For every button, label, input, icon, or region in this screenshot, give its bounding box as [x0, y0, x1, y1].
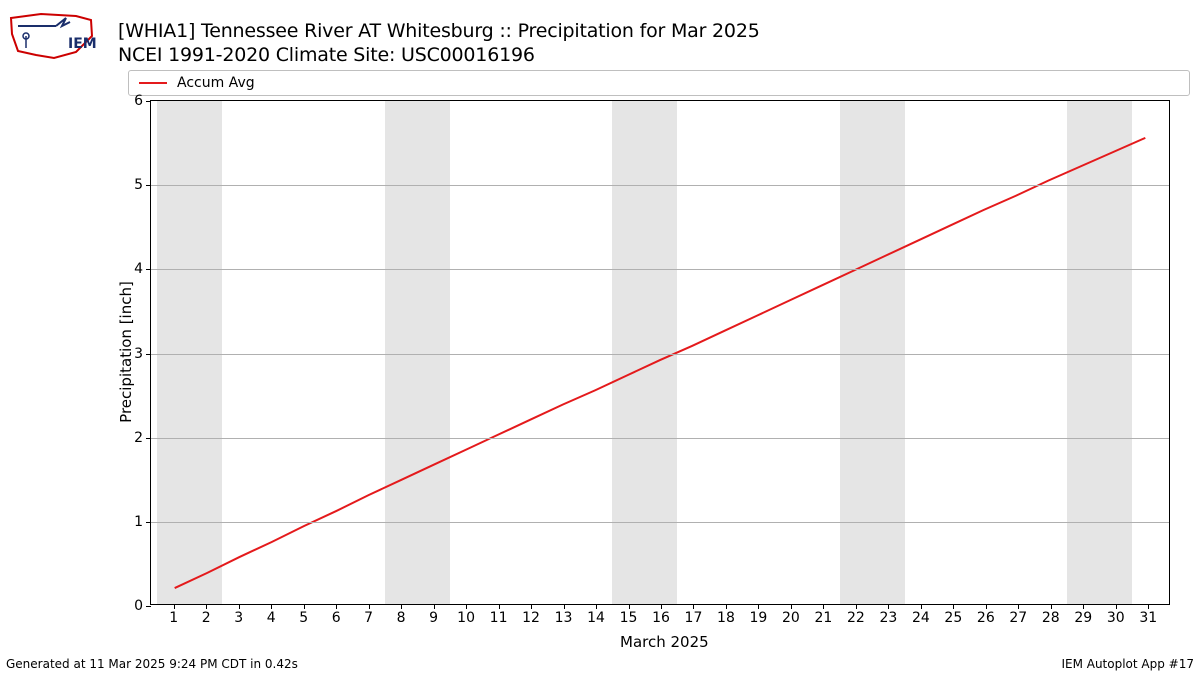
xtick-mark	[336, 604, 337, 609]
logo-text: IEM	[68, 36, 96, 52]
xtick-label: 29	[1074, 610, 1092, 626]
chart-title: [WHIA1] Tennessee River AT Whitesburg ::…	[118, 20, 760, 68]
ytick-mark	[146, 606, 151, 607]
xtick-mark	[661, 604, 662, 609]
xtick-label: 3	[234, 610, 243, 626]
xtick-label: 17	[685, 610, 703, 626]
xtick-label: 5	[299, 610, 308, 626]
xtick-label: 10	[457, 610, 475, 626]
xtick-mark	[856, 604, 857, 609]
ytick-mark	[146, 101, 151, 102]
xtick-mark	[888, 604, 889, 609]
ytick-mark	[146, 354, 151, 355]
y-axis-label: Precipitation [inch]	[117, 281, 135, 423]
xtick-label: 12	[522, 610, 540, 626]
xtick-mark	[986, 604, 987, 609]
xtick-mark	[206, 604, 207, 609]
title-line-1: [WHIA1] Tennessee River AT Whitesburg ::…	[118, 20, 760, 44]
x-axis-label: March 2025	[620, 633, 709, 651]
xtick-mark	[1018, 604, 1019, 609]
ytick-label: 6	[134, 93, 143, 109]
xtick-mark	[466, 604, 467, 609]
gridline	[151, 185, 1169, 186]
xtick-mark	[369, 604, 370, 609]
xtick-mark	[531, 604, 532, 609]
xtick-mark	[271, 604, 272, 609]
xtick-mark	[921, 604, 922, 609]
xtick-label: 8	[397, 610, 406, 626]
gridline	[151, 269, 1169, 270]
xtick-label: 20	[782, 610, 800, 626]
xtick-label: 15	[620, 610, 638, 626]
xtick-mark	[434, 604, 435, 609]
xtick-label: 23	[879, 610, 897, 626]
xtick-label: 14	[587, 610, 605, 626]
ytick-label: 3	[134, 346, 143, 362]
xtick-mark	[953, 604, 954, 609]
xtick-mark	[726, 604, 727, 609]
xtick-mark	[239, 604, 240, 609]
xtick-mark	[564, 604, 565, 609]
legend: Accum Avg	[128, 70, 1190, 96]
xtick-label: 1	[169, 610, 178, 626]
xtick-label: 13	[555, 610, 573, 626]
footer-generated: Generated at 11 Mar 2025 9:24 PM CDT in …	[6, 657, 298, 671]
ytick-mark	[146, 269, 151, 270]
xtick-mark	[758, 604, 759, 609]
xtick-mark	[401, 604, 402, 609]
xtick-label: 2	[202, 610, 211, 626]
ytick-label: 1	[134, 514, 143, 530]
footer-appid: IEM Autoplot App #17	[1061, 657, 1194, 671]
xtick-mark	[304, 604, 305, 609]
xtick-mark	[499, 604, 500, 609]
xtick-mark	[174, 604, 175, 609]
plot-area: 0123456123456789101112131415161718192021…	[150, 100, 1170, 605]
xtick-label: 21	[814, 610, 832, 626]
xtick-label: 27	[1009, 610, 1027, 626]
xtick-mark	[629, 604, 630, 609]
xtick-label: 30	[1107, 610, 1125, 626]
gridline	[151, 438, 1169, 439]
xtick-mark	[1083, 604, 1084, 609]
xtick-mark	[1148, 604, 1149, 609]
xtick-label: 4	[267, 610, 276, 626]
xtick-label: 19	[750, 610, 768, 626]
site-logo: IEM	[6, 6, 96, 61]
xtick-mark	[791, 604, 792, 609]
ytick-label: 2	[134, 430, 143, 446]
xtick-label: 22	[847, 610, 865, 626]
ytick-mark	[146, 522, 151, 523]
ytick-mark	[146, 185, 151, 186]
xtick-label: 11	[490, 610, 508, 626]
gridline	[151, 354, 1169, 355]
xtick-mark	[823, 604, 824, 609]
xtick-label: 28	[1042, 610, 1060, 626]
ytick-label: 4	[134, 261, 143, 277]
xtick-label: 31	[1139, 610, 1157, 626]
xtick-label: 26	[977, 610, 995, 626]
xtick-mark	[1051, 604, 1052, 609]
legend-label: Accum Avg	[177, 75, 255, 91]
title-line-2: NCEI 1991-2020 Climate Site: USC00016196	[118, 44, 760, 68]
data-line	[151, 101, 1169, 604]
ytick-mark	[146, 438, 151, 439]
xtick-label: 18	[717, 610, 735, 626]
figure: IEM [WHIA1] Tennessee River AT Whitesbur…	[0, 0, 1200, 675]
legend-swatch	[139, 82, 167, 84]
ytick-label: 5	[134, 177, 143, 193]
xtick-label: 24	[912, 610, 930, 626]
gridline	[151, 522, 1169, 523]
xtick-label: 7	[364, 610, 373, 626]
xtick-mark	[596, 604, 597, 609]
xtick-label: 16	[652, 610, 670, 626]
xtick-label: 9	[429, 610, 438, 626]
xtick-label: 25	[944, 610, 962, 626]
ytick-label: 0	[134, 598, 143, 614]
xtick-mark	[1116, 604, 1117, 609]
xtick-mark	[693, 604, 694, 609]
xtick-label: 6	[332, 610, 341, 626]
